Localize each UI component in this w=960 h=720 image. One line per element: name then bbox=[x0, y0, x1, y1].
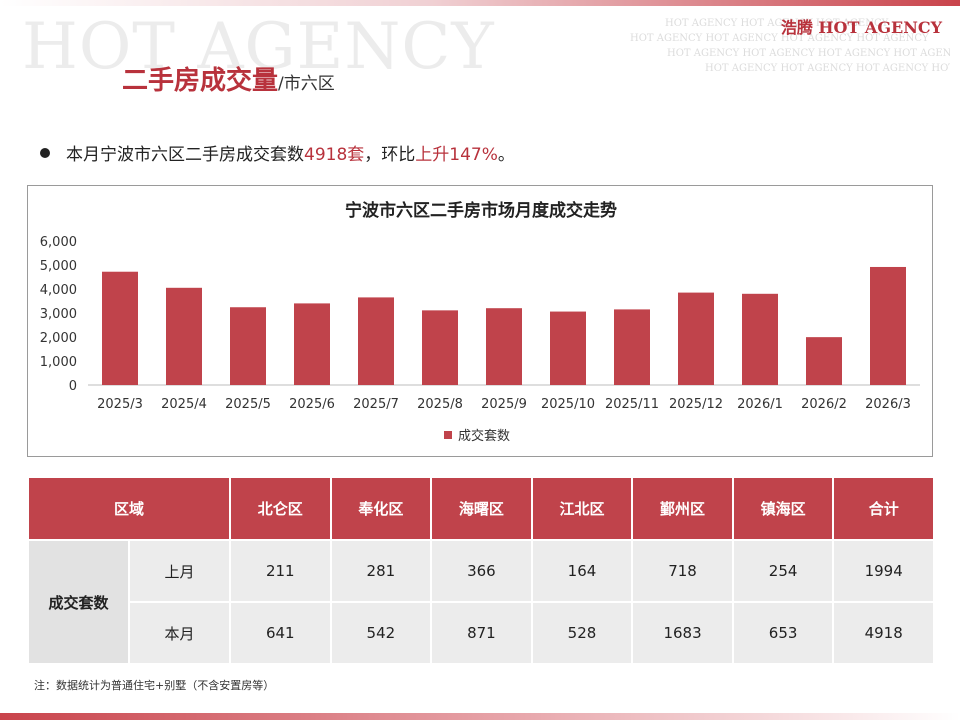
chart-title: 宁波市六区二手房市场月度成交走势 bbox=[345, 200, 617, 221]
y-tick-label: 6,000 bbox=[40, 235, 77, 250]
y-tick-label: 1,000 bbox=[40, 355, 77, 370]
summary-change: 上升147% bbox=[415, 145, 498, 165]
chart-panel: 宁波市六区二手房市场月度成交走势 0 1,000 2,000 3,000 4,000 5,0… bbox=[27, 185, 933, 457]
watermark-row: HOT AGENCY HOT AGENCY HOT AGENCY bbox=[665, 18, 889, 29]
y-tick-label: 3,000 bbox=[40, 307, 77, 322]
title-subtitle: /市六区 bbox=[278, 74, 335, 94]
summary-line: 本月宁波市六区二手房成交套数4918套，环比上升147%。 bbox=[40, 140, 515, 165]
bar-2025/3 bbox=[102, 271, 138, 385]
table-cell: 281 bbox=[331, 541, 431, 601]
watermark-large: HOT AGENCY bbox=[22, 10, 495, 84]
bar-2025/12 bbox=[678, 292, 714, 385]
title-main: 二手房成交量 bbox=[122, 66, 279, 96]
bar-2026/2 bbox=[806, 337, 842, 385]
bar-2026/1 bbox=[742, 293, 778, 385]
x-tick-label: 2026/1 bbox=[737, 397, 783, 412]
x-tick-label: 2025/10 bbox=[541, 397, 595, 412]
y-tick-label: 2,000 bbox=[40, 331, 77, 346]
watermark-row: HOT AGENCY HOT AGENCY HOT AGENCY HOT AGE… bbox=[705, 63, 950, 74]
watermark-row: HOT AGENCY HOT AGENCY HOT AGENCY HOT AGE… bbox=[630, 33, 929, 44]
table-cell: 254 bbox=[733, 541, 833, 601]
bar-2026/3 bbox=[870, 266, 906, 385]
x-tick-label: 2025/11 bbox=[605, 397, 659, 412]
table-header-cell: 区域 bbox=[29, 478, 230, 539]
legend-label: 成交套数 bbox=[458, 428, 510, 444]
x-tick-label: 2025/9 bbox=[481, 397, 527, 412]
table-header-row: 区域 北仑区 奉化区 海曙区 江北区 鄞州区 镇海区 合计 bbox=[29, 478, 933, 539]
x-tick-label: 2025/5 bbox=[225, 397, 271, 412]
y-tick-label: 4,000 bbox=[40, 283, 77, 298]
table-header-cell: 海曙区 bbox=[432, 478, 531, 539]
x-tick-label: 2026/3 bbox=[865, 397, 911, 412]
y-tick-label: 0 bbox=[69, 379, 77, 394]
bottom-accent-line bbox=[0, 713, 960, 720]
legend-swatch bbox=[444, 431, 452, 439]
bar-2025/11 bbox=[614, 309, 650, 385]
table-cell: 164 bbox=[532, 541, 632, 601]
bar-2025/9 bbox=[486, 308, 522, 385]
table-header-cell: 北仑区 bbox=[231, 478, 330, 539]
table-cell: 542 bbox=[331, 603, 431, 663]
table-cell: 641 bbox=[231, 603, 330, 663]
x-tick-label: 2025/7 bbox=[353, 397, 399, 412]
summary-suffix: 。 bbox=[497, 145, 515, 165]
footnote: 注：数据统计为普通住宅+别墅（不含安置房等） bbox=[34, 679, 275, 692]
x-tick-label: 2026/2 bbox=[801, 397, 847, 412]
table-cell: 366 bbox=[432, 541, 531, 601]
table-header-cell: 江北区 bbox=[532, 478, 632, 539]
x-tick-label: 2025/6 bbox=[289, 397, 335, 412]
table-header-cell: 合计 bbox=[834, 478, 933, 539]
x-tick-label: 2025/3 bbox=[97, 397, 143, 412]
table-header-cell: 奉化区 bbox=[331, 478, 431, 539]
summary-prefix: 本月宁波市六区二手房成交套数 bbox=[66, 145, 304, 165]
x-tick-label: 2025/8 bbox=[417, 397, 463, 412]
table-cell: 1994 bbox=[834, 541, 933, 601]
brand-logo: 浩腾 HOT AGENCY bbox=[780, 18, 942, 37]
table-row-group-label: 成交套数 bbox=[29, 541, 128, 663]
bar-2025/7 bbox=[358, 297, 394, 385]
table-cell: 871 bbox=[432, 603, 531, 663]
summary-count: 4918套 bbox=[304, 145, 365, 165]
top-accent-line bbox=[0, 0, 960, 6]
table-cell: 528 bbox=[532, 603, 632, 663]
page-title: 二手房成交量/市六区 bbox=[122, 60, 335, 97]
bar-2025/8 bbox=[422, 310, 458, 385]
watermark-row: HOT AGENCY HOT AGENCY HOT AGENCY HOT AGE… bbox=[667, 48, 950, 59]
table-cell: 211 bbox=[231, 541, 330, 601]
bar-2025/4 bbox=[166, 287, 202, 385]
table-header-cell: 镇海区 bbox=[733, 478, 833, 539]
table-row-label: 本月 bbox=[130, 603, 230, 663]
transaction-table: 区域 北仑区 奉化区 海曙区 江北区 鄞州区 镇海区 合计 成交套数 上月 21… bbox=[27, 476, 935, 665]
table-row: 本月 641 542 871 528 1683 653 4918 bbox=[29, 603, 933, 663]
bullet-icon bbox=[40, 148, 50, 158]
x-tick-label: 2025/12 bbox=[669, 397, 723, 412]
bar-2025/10 bbox=[550, 311, 586, 385]
bar-2025/6 bbox=[294, 303, 330, 385]
bar-chart: 宁波市六区二手房市场月度成交走势 0 1,000 2,000 3,000 4,000 5,0… bbox=[40, 200, 920, 444]
table-cell: 653 bbox=[733, 603, 833, 663]
table-header-cell: 鄞州区 bbox=[633, 478, 732, 539]
bar-2025/5 bbox=[230, 307, 266, 385]
x-tick-label: 2025/4 bbox=[161, 397, 207, 412]
table-cell: 4918 bbox=[834, 603, 933, 663]
table-row-label: 上月 bbox=[130, 541, 230, 601]
watermark-pattern: HOT AGENCY HOT AGENCY HOT AGENCY HOT AGE… bbox=[625, 16, 950, 86]
summary-middle: ，环比 bbox=[364, 145, 416, 165]
y-tick-label: 5,000 bbox=[40, 259, 77, 274]
table-cell: 718 bbox=[633, 541, 732, 601]
table-cell: 1683 bbox=[633, 603, 732, 663]
table-row: 成交套数 上月 211 281 366 164 718 254 1994 bbox=[29, 541, 933, 663]
